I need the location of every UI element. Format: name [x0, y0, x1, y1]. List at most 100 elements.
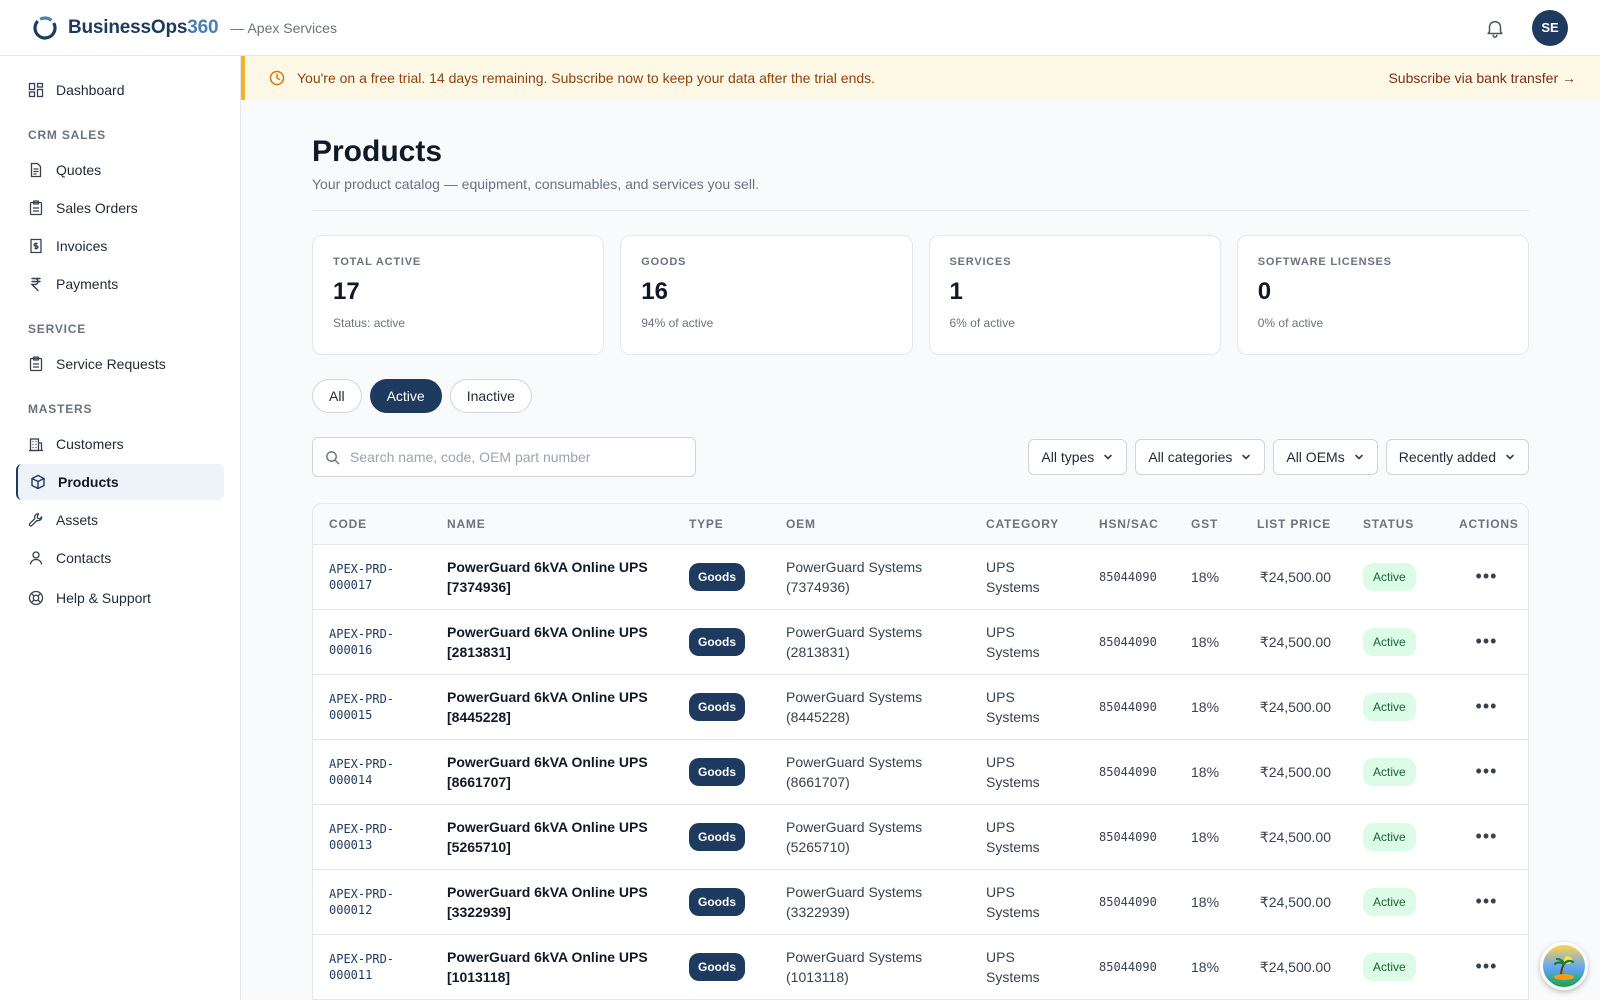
sidebar-item-assets[interactable]: Assets: [16, 502, 224, 538]
segment-active[interactable]: Active: [369, 379, 442, 413]
table-row[interactable]: APEX-PRD- 000011 PowerGuard 6kVA Online UP…: [313, 934, 1528, 1000]
table-toolbar: All types All categories All OEMs Recent…: [312, 437, 1529, 477]
column-header-oem[interactable]: OEM: [770, 504, 970, 545]
type-badge: Goods: [689, 692, 745, 721]
status-badge: Active: [1363, 627, 1416, 656]
product-gst-cell: 18%: [1175, 804, 1237, 870]
more-actions-icon[interactable]: •••: [1475, 826, 1498, 846]
product-code-cell[interactable]: APEX-PRD- 000013: [313, 804, 431, 870]
product-name-cell[interactable]: PowerGuard 6kVA Online UPS [3322939]: [431, 869, 673, 935]
filter-group: All types All categories All OEMs Recent…: [1028, 439, 1529, 475]
sidebar-item-label: Contacts: [56, 550, 112, 566]
product-price-cell: ₹24,500.00: [1237, 804, 1347, 870]
assistant-button[interactable]: [1540, 942, 1588, 990]
product-name-cell[interactable]: PowerGuard 6kVA Online UPS [2813831]: [431, 609, 673, 675]
sidebar-item-customers[interactable]: Customers: [16, 426, 224, 462]
product-category-cell: UPS Systems: [970, 804, 1083, 870]
search-input[interactable]: [350, 449, 683, 465]
products-table: CODE NAME TYPE OEM CATEGORY HSN/SAC GST …: [313, 504, 1528, 1000]
table-row[interactable]: APEX-PRD- 000016 PowerGuard 6kVA Online UP…: [313, 609, 1528, 675]
stat-value: 16: [641, 278, 668, 305]
column-header-category[interactable]: CATEGORY: [970, 504, 1083, 545]
product-code-number: 000013: [329, 837, 373, 852]
clock-icon: [269, 70, 285, 86]
stat-value: 0: [1257, 278, 1272, 305]
product-price-cell: ₹24,500.00: [1237, 869, 1347, 935]
column-header-name[interactable]: NAME: [431, 504, 673, 545]
product-code-number: 000011: [329, 967, 373, 982]
status-badge: Active: [1363, 692, 1416, 721]
table-row[interactable]: APEX-PRD- 000017 PowerGuard 6kVA Online UP…: [313, 544, 1528, 610]
table-row[interactable]: APEX-PRD- 000014 PowerGuard 6kVA Online UP…: [313, 739, 1528, 805]
product-code-cell[interactable]: APEX-PRD- 000015: [313, 674, 431, 740]
product-name-cell[interactable]: PowerGuard 6kVA Online UPS [5265710]: [431, 804, 673, 870]
sidebar-item-help-support[interactable]: Help & Support: [16, 580, 224, 616]
segment-inactive[interactable]: Inactive: [449, 379, 532, 413]
sidebar-item-quotes[interactable]: Quotes: [16, 152, 224, 188]
sidebar-item-contacts[interactable]: Contacts: [16, 540, 224, 576]
sidebar-item-dashboard[interactable]: Dashboard: [16, 72, 224, 108]
product-category-cell: UPS Systems: [970, 869, 1083, 935]
column-header-code[interactable]: CODE: [313, 504, 431, 545]
column-header-status[interactable]: STATUS: [1347, 504, 1443, 545]
app-logo[interactable]: BusinessOps360: [32, 15, 219, 41]
product-type-cell: Goods: [673, 804, 770, 870]
sidebar-item-sales-orders[interactable]: Sales Orders: [16, 190, 224, 226]
product-name-cell[interactable]: PowerGuard 6kVA Online UPS [7374936]: [431, 544, 673, 610]
sort-dropdown[interactable]: Recently added: [1385, 439, 1529, 475]
product-price-cell: ₹24,500.00: [1237, 609, 1347, 675]
sidebar-item-invoices[interactable]: Invoices: [16, 228, 224, 264]
product-name-cell[interactable]: PowerGuard 6kVA Online UPS [8445228]: [431, 674, 673, 740]
product-code-prefix: APEX-PRD-: [329, 951, 395, 966]
column-header-hsn-sac[interactable]: HSN/SAC: [1083, 504, 1175, 545]
product-category-cell: UPS Systems: [970, 934, 1083, 1000]
table-row[interactable]: APEX-PRD- 000015 PowerGuard 6kVA Online UP…: [313, 674, 1528, 740]
column-header-gst[interactable]: GST: [1175, 504, 1237, 545]
sidebar-item-service-requests[interactable]: Service Requests: [16, 346, 224, 382]
brand-name: BusinessOps360: [68, 16, 219, 39]
table-row[interactable]: APEX-PRD- 000012 PowerGuard 6kVA Online UP…: [313, 869, 1528, 935]
more-actions-icon[interactable]: •••: [1475, 956, 1498, 976]
product-code-cell[interactable]: APEX-PRD- 000014: [313, 739, 431, 805]
type-badge: Goods: [689, 627, 745, 656]
organization-name: — Apex Services: [230, 19, 337, 36]
more-actions-icon[interactable]: •••: [1475, 631, 1498, 651]
subscribe-link[interactable]: Subscribe via bank transfer →: [1388, 70, 1576, 86]
product-code-cell[interactable]: APEX-PRD- 000011: [313, 934, 431, 1000]
product-category-cell: UPS Systems: [970, 739, 1083, 805]
product-actions-cell: •••: [1443, 739, 1528, 805]
type-badge: Goods: [689, 887, 745, 916]
sidebar-item-products[interactable]: Products: [16, 464, 224, 500]
more-actions-icon[interactable]: •••: [1475, 891, 1498, 911]
product-oem-cell: PowerGuard Systems (8661707): [770, 739, 970, 805]
sidebar-item-payments[interactable]: Payments: [16, 266, 224, 302]
product-code-cell[interactable]: APEX-PRD- 000017: [313, 544, 431, 610]
more-actions-icon[interactable]: •••: [1475, 696, 1498, 716]
brand-main: BusinessOps: [68, 16, 188, 38]
category-filter-dropdown[interactable]: All categories: [1135, 439, 1266, 475]
type-filter-dropdown[interactable]: All types: [1028, 439, 1128, 475]
more-actions-icon[interactable]: •••: [1475, 761, 1498, 781]
avatar[interactable]: SE: [1532, 9, 1568, 46]
oem-filter-dropdown[interactable]: All OEMs: [1273, 439, 1378, 475]
bell-icon[interactable]: [1484, 17, 1506, 39]
more-actions-icon[interactable]: •••: [1475, 566, 1498, 586]
product-name-cell[interactable]: PowerGuard 6kVA Online UPS [1013118]: [431, 934, 673, 1000]
page-title: Products: [312, 135, 443, 168]
product-type-cell: Goods: [673, 739, 770, 805]
product-code-cell[interactable]: APEX-PRD- 000016: [313, 609, 431, 675]
product-price-cell: ₹24,500.00: [1237, 739, 1347, 805]
sidebar-item-label: Invoices: [56, 238, 108, 254]
segment-all[interactable]: All: [312, 379, 362, 413]
product-price-cell: ₹24,500.00: [1237, 674, 1347, 740]
product-code-cell[interactable]: APEX-PRD- 000012: [313, 869, 431, 935]
sidebar-section-service: SERVICE: [28, 322, 87, 336]
product-name-cell[interactable]: PowerGuard 6kVA Online UPS [8661707]: [431, 739, 673, 805]
column-header-list-price[interactable]: LIST PRICE: [1237, 504, 1347, 545]
product-actions-cell: •••: [1443, 934, 1528, 1000]
product-code-number: 000016: [329, 642, 373, 657]
product-hsn-cell: 85044090: [1083, 804, 1175, 870]
sidebar: Dashboard CRM SALES Quotes Sales Orders …: [0, 56, 241, 1000]
column-header-type[interactable]: TYPE: [673, 504, 770, 545]
table-row[interactable]: APEX-PRD- 000013 PowerGuard 6kVA Online UP…: [313, 804, 1528, 870]
